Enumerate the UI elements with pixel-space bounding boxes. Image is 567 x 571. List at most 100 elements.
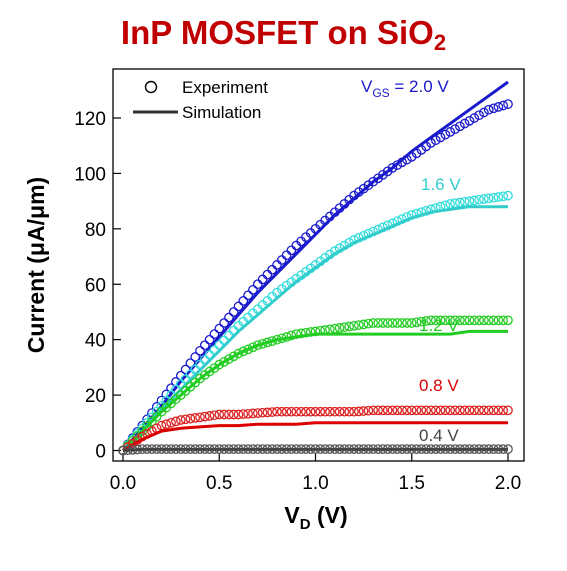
experiment-point — [252, 408, 263, 418]
experiment-point — [474, 194, 484, 205]
y-tick-label: 40 — [85, 331, 106, 352]
simulation-line — [121, 80, 509, 452]
experiment-point — [493, 315, 504, 326]
experiment-point — [151, 411, 162, 422]
experiment-point — [243, 344, 253, 355]
experiment-point — [199, 411, 210, 422]
experiment-point — [204, 366, 215, 377]
experiment-point — [382, 166, 393, 177]
experiment-point — [204, 411, 215, 421]
experiment-point — [479, 194, 489, 204]
x-tick-label: 0.0 — [110, 473, 136, 494]
experiment-point — [199, 340, 210, 351]
experiment-point — [161, 419, 172, 430]
experiment-point — [503, 315, 513, 326]
experiment-point — [455, 405, 465, 416]
experiment-point — [503, 190, 513, 201]
experiment-point — [363, 180, 374, 191]
experiment-point — [493, 405, 504, 416]
experiment-point — [257, 274, 268, 285]
experiment-point — [479, 405, 489, 416]
experiment-point — [474, 315, 484, 326]
experiment-point — [228, 307, 239, 317]
experiment-point — [483, 315, 494, 326]
experiment-point — [488, 103, 499, 114]
experiment-point — [426, 315, 436, 326]
experiment-point — [310, 406, 321, 417]
series-0 — [118, 80, 513, 456]
experiment-point — [450, 315, 460, 326]
series-label-sub: GS — [372, 86, 389, 100]
x-axis-label-main: V — [284, 502, 300, 528]
experiment-point — [185, 413, 196, 424]
experiment-point — [474, 110, 484, 121]
experiment-point — [392, 405, 403, 416]
experiment-point — [248, 342, 258, 353]
experiment-point — [498, 100, 509, 111]
experiment-point — [233, 301, 244, 312]
plot-frame — [112, 68, 525, 462]
experiment-point — [190, 413, 201, 423]
experiment-point — [228, 409, 239, 420]
chart-title-main: InP MOSFET on SiO — [120, 14, 434, 51]
experiment-point — [219, 318, 229, 328]
series-label-0: VGS = 2.0 V — [361, 77, 449, 100]
chart-title-sub: 2 — [433, 30, 447, 55]
experiment-point — [281, 250, 292, 261]
experiment-point — [248, 408, 258, 419]
experiment-point — [166, 417, 176, 428]
experiment-point — [243, 290, 253, 301]
y-tick-label: 20 — [85, 386, 106, 407]
experiment-point — [219, 409, 229, 420]
experiment-point — [171, 416, 181, 427]
experiment-point — [406, 405, 417, 416]
experiment-point — [262, 269, 273, 280]
experiment-point — [430, 315, 441, 326]
experiment-point — [349, 406, 359, 417]
experiment-point — [344, 321, 355, 332]
experiment-point — [430, 135, 441, 146]
experiment-point — [224, 312, 234, 323]
y-tick-label: 0 — [95, 442, 106, 463]
x-axis-label-rest: (V) — [311, 502, 348, 528]
experiment-point — [344, 406, 355, 417]
experiment-point — [416, 316, 427, 327]
experiment-point — [488, 192, 499, 203]
experiment-point — [479, 107, 489, 118]
experiment-point — [498, 315, 509, 326]
x-axis-label: VD (V) — [284, 502, 347, 533]
y-tick-label: 100 — [74, 164, 106, 185]
y-tick-label: 60 — [85, 275, 106, 296]
experiment-point — [426, 405, 436, 416]
legend-experiment-label: Experiment — [182, 78, 268, 97]
experiment-point — [469, 195, 480, 206]
experiment-point — [373, 318, 383, 328]
legend-experiment-marker — [144, 80, 158, 94]
experiment-point — [349, 320, 359, 331]
experiment-point — [233, 348, 244, 359]
experiment-point — [358, 183, 369, 194]
experiment-point — [402, 318, 412, 328]
experiment-point — [440, 405, 451, 416]
experiment-point — [209, 410, 220, 421]
experiment-point — [296, 406, 306, 417]
experiment-point — [334, 323, 345, 333]
experiment-point — [252, 279, 263, 290]
experiment-point — [209, 363, 220, 373]
experiment-point — [329, 406, 340, 417]
experiment-point — [238, 409, 249, 419]
y-tick-label: 120 — [74, 109, 106, 130]
experiment-point — [459, 118, 470, 129]
experiment-point — [435, 315, 446, 326]
experiment-point — [315, 406, 326, 417]
experiment-point — [286, 406, 297, 417]
x-axis-label-sub: D — [300, 516, 311, 533]
experiment-point — [378, 405, 388, 416]
experiment-point — [498, 405, 509, 416]
experiment-point — [334, 406, 345, 417]
experiment-point — [469, 113, 480, 123]
experiment-point — [483, 193, 494, 204]
series-label-1: 1.6 V — [421, 175, 461, 194]
experiment-point — [262, 407, 273, 418]
